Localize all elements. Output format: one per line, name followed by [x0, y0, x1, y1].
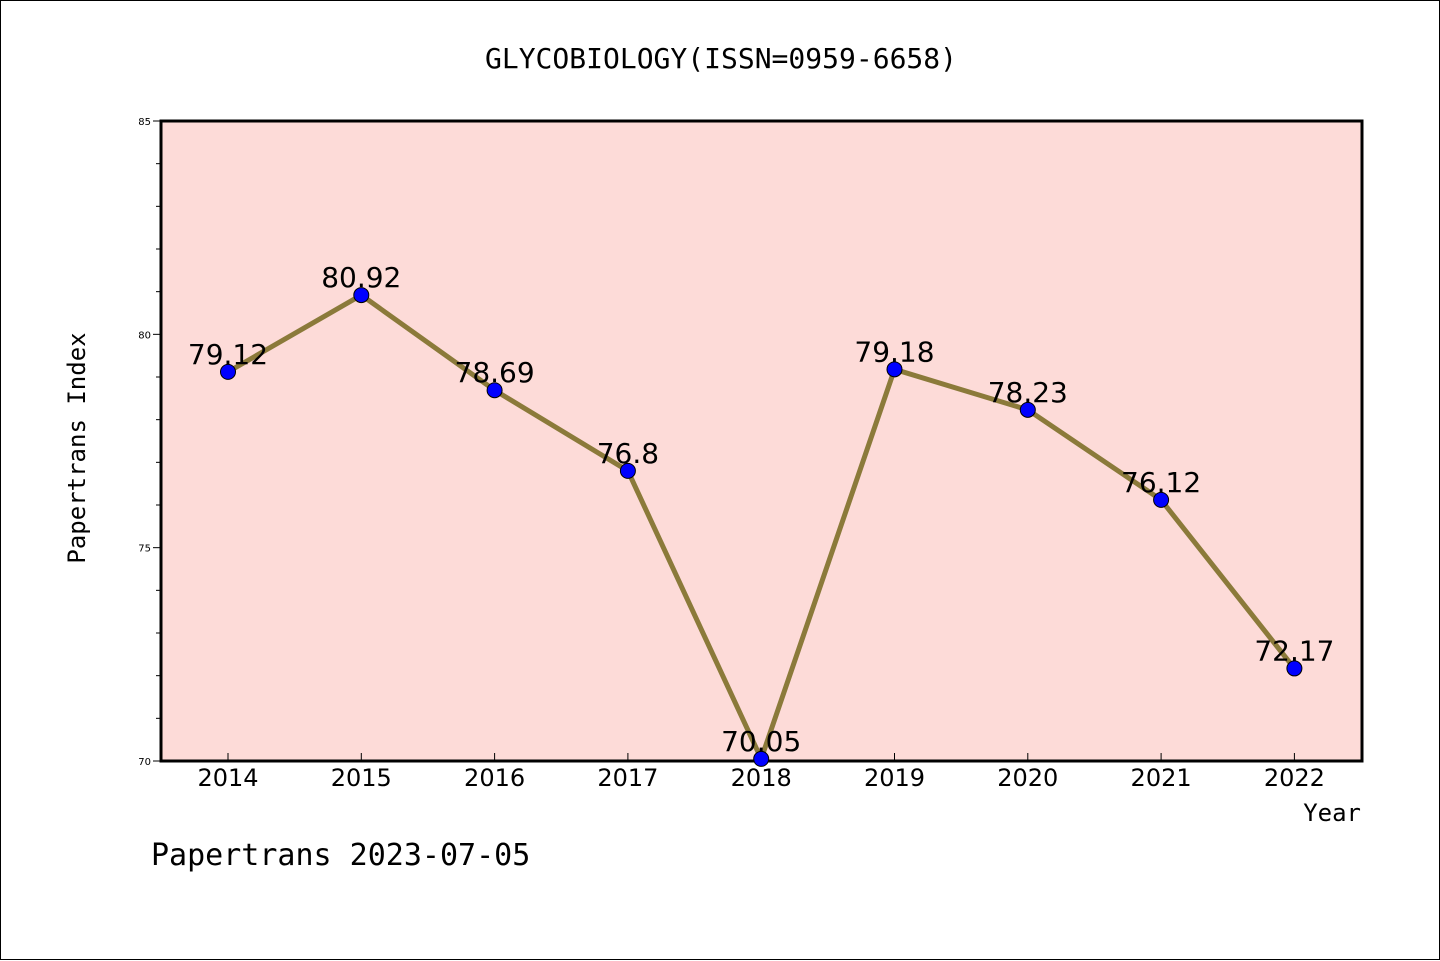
data-point	[886, 361, 903, 378]
x-axis-label: Year	[1303, 799, 1361, 827]
y-tick-label: 75	[138, 544, 151, 555]
x-tick-label: 2022	[1264, 764, 1325, 792]
x-tick-label: 2014	[197, 764, 258, 792]
data-point	[220, 363, 236, 380]
y-axis-label: Papertrans Index	[63, 332, 91, 563]
data-label: 76.12	[1121, 466, 1201, 499]
x-tick-label: 2015	[331, 764, 392, 792]
data-label: 76.8	[597, 437, 659, 470]
data-point	[353, 287, 370, 304]
x-tick-label: 2018	[731, 764, 792, 792]
data-labels: 79.12 80.92 78.69 76.8 70.05 79.18 78.23 76.12 7…	[188, 261, 1335, 758]
data-markers	[220, 287, 1303, 767]
footer-date-text: Papertrans 2023-07-05	[151, 838, 530, 873]
chart-title: GLYCOBIOLOGY(ISSN=0959-6658)	[485, 42, 957, 75]
x-tick-label: 2021	[1131, 764, 1192, 792]
y-tick-label: 85	[138, 117, 151, 128]
data-point	[1153, 491, 1170, 508]
data-label: 79.12	[188, 338, 268, 371]
data-label: 70.05	[721, 725, 801, 758]
x-tick-label: 2019	[864, 764, 925, 792]
data-label: 78.69	[455, 356, 535, 389]
x-axis: 2014 2015 2016 2017 2018 2019 2020 2021 2022	[197, 753, 1325, 792]
data-label: 78.23	[988, 376, 1068, 409]
data-point	[619, 462, 636, 479]
data-label: 80.92	[321, 261, 401, 294]
y-tick-label: 80	[138, 330, 151, 341]
data-point	[753, 750, 770, 767]
y-axis: 70 75 80 85	[138, 117, 161, 768]
x-tick-label: 2016	[464, 764, 525, 792]
x-tick-label: 2017	[597, 764, 658, 792]
data-point	[1019, 401, 1036, 418]
data-label: 79.18	[854, 335, 934, 368]
data-point	[1286, 660, 1303, 677]
data-label: 72.17	[1254, 634, 1334, 667]
plot-area	[159, 119, 1364, 763]
y-tick-label: 70	[138, 757, 151, 768]
x-tick-label: 2020	[997, 764, 1058, 792]
data-point	[486, 382, 503, 399]
